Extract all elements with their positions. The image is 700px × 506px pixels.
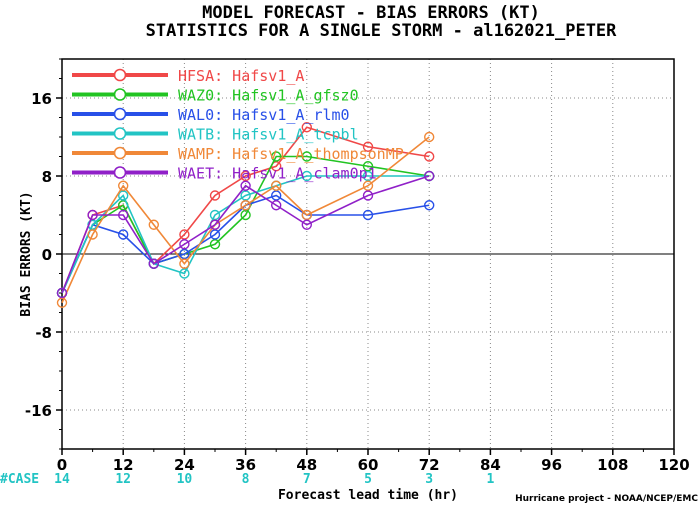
data-point (424, 131, 435, 143)
legend-label: WAZ0: Hafsv1_A_gfsz0 (178, 87, 359, 105)
case-count: 14 (54, 472, 70, 487)
x-tick-label: 36 (235, 456, 256, 474)
data-point (240, 209, 251, 221)
data-point (271, 200, 282, 211)
x-tick-label: 24 (174, 456, 195, 474)
credit-text: Hurricane project - NOAA/NCEP/EMC (515, 494, 698, 504)
legend-marker (113, 88, 127, 101)
data-point (148, 219, 160, 230)
data-point (424, 170, 435, 182)
data-point (148, 258, 160, 269)
x-tick-label: 96 (541, 456, 562, 474)
data-point (117, 190, 129, 201)
legend-label: WAMP: Hafsv1_A_thompsonMP (178, 145, 404, 163)
series-line (61, 175, 430, 294)
data-point (117, 180, 129, 191)
case-count-label: #CASE (0, 472, 39, 487)
data-point (56, 297, 68, 308)
data-point (240, 200, 251, 211)
data-point (179, 258, 190, 269)
legend-label: WAL0: Hafsv1_A_rlm0 (178, 106, 350, 124)
x-tick-label: 60 (358, 456, 379, 474)
y-axis-label: BIAS ERRORS (KT) (19, 191, 34, 316)
series-line (61, 175, 430, 294)
x-tick-label: 12 (113, 456, 134, 474)
x-tick-label: 48 (296, 456, 317, 474)
data-point (301, 219, 312, 230)
data-point (362, 209, 374, 221)
data-point (362, 170, 374, 182)
y-tick-label: -8 (35, 324, 52, 342)
legend-label: WATB: Hafsv1_A_tcpbl (178, 126, 359, 144)
legend-label: WAET: Hafsv1_A_clam0p1 (178, 165, 377, 183)
data-point (271, 180, 282, 191)
y-tick-label: -16 (25, 402, 52, 420)
series-line (61, 126, 430, 294)
series-line (61, 155, 430, 294)
data-point (179, 248, 190, 260)
data-point (271, 190, 282, 201)
data-point (301, 122, 312, 133)
y-tick-label: 8 (42, 168, 52, 186)
data-point (301, 151, 312, 162)
data-point (87, 229, 98, 240)
data-point (301, 209, 312, 221)
legend-marker (113, 68, 127, 82)
data-point (271, 151, 282, 162)
data-point (179, 268, 190, 279)
data-point (117, 209, 129, 221)
data-point (240, 170, 251, 182)
data-point (56, 287, 68, 299)
legend-label: HFSA: Hafsv1_A (178, 67, 304, 85)
data-point (209, 239, 221, 250)
data-point (301, 170, 312, 182)
y-tick-label: 16 (31, 90, 52, 108)
case-counts: 14 12 10 8 7 5 3 1 (54, 472, 494, 487)
series-lines (56, 122, 435, 308)
grid-lines (62, 59, 674, 449)
x-tick-label: 120 (658, 456, 689, 474)
data-point (87, 209, 98, 221)
data-point (362, 180, 374, 191)
data-point (362, 161, 374, 172)
legend: HFSA: Hafsv1_A WAZ0: Hafsv1_A_gfsz0WAL0: … (72, 67, 404, 183)
data-point (117, 229, 129, 240)
case-count: 12 (115, 472, 131, 487)
x-tick-label: 72 (419, 456, 440, 474)
data-point (424, 151, 435, 162)
axes: 0 12 24 36 48 60 72 84 96 108 120 -16 -8 0 8 16 (25, 58, 690, 474)
data-point (424, 200, 435, 211)
chart-subtitle: STATISTICS FOR A SINGLE STORM - al162021… (146, 21, 618, 41)
x-tick-label: 108 (597, 456, 628, 474)
x-tick-label: 84 (480, 456, 501, 474)
x-tick-label: 0 (57, 456, 67, 474)
data-point (362, 190, 374, 201)
data-point (240, 190, 251, 201)
data-point (179, 239, 190, 250)
case-count: 10 (177, 472, 193, 487)
data-point (209, 219, 221, 230)
y-tick-label: 0 (42, 246, 52, 264)
case-count: 1 (486, 472, 494, 487)
data-point (240, 180, 251, 191)
data-point (209, 209, 221, 221)
legend-marker (113, 107, 127, 121)
case-count: 8 (242, 472, 250, 487)
case-count: 3 (425, 472, 433, 487)
x-axis-label: Forecast lead time (hr) (278, 488, 458, 503)
legend-marker (113, 127, 127, 140)
legend-marker (113, 146, 127, 160)
case-count: 5 (364, 472, 372, 487)
data-point (179, 229, 190, 240)
chart-title: MODEL FORECAST - BIAS ERRORS (KT) (202, 3, 540, 23)
data-point (362, 141, 374, 152)
case-count: 7 (303, 472, 311, 487)
data-point (209, 229, 221, 240)
data-point (209, 190, 221, 201)
legend-marker (113, 166, 127, 179)
